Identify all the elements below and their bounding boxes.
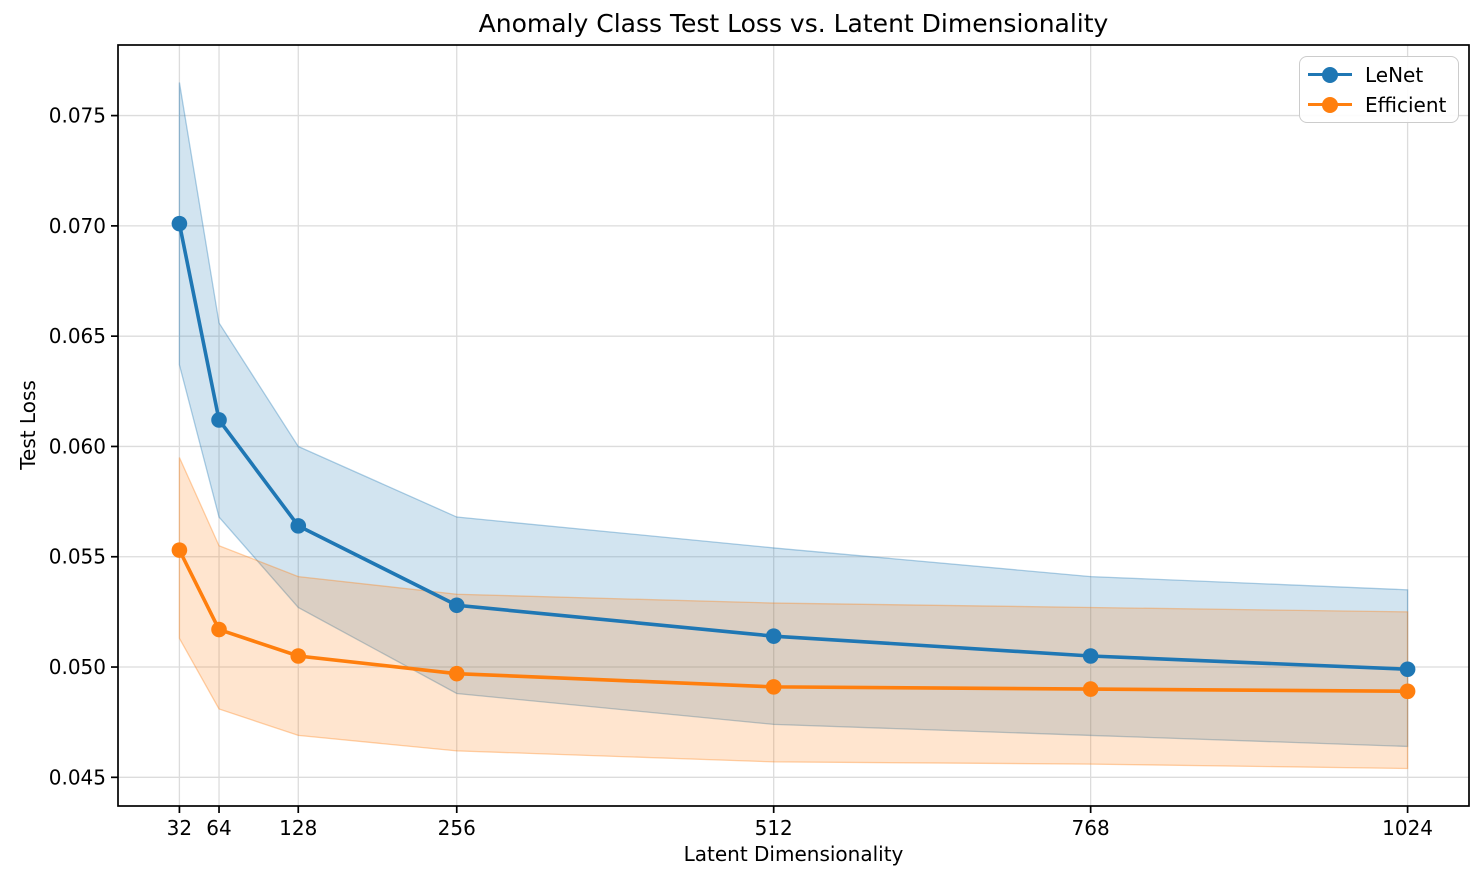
lenet-confidence-band — [178, 82, 1409, 748]
efficient-marker-icon — [1322, 96, 1338, 113]
efficient-point-512 — [765, 679, 782, 695]
lenet-point-1024 — [1399, 661, 1416, 678]
x-tick-label: 1024 — [1382, 816, 1433, 840]
legend: LeNet Efficient — [1299, 56, 1459, 123]
efficient-point-1024 — [1399, 683, 1416, 700]
lenet-point-768 — [1082, 648, 1099, 664]
y-tick-label: 0.055 — [49, 545, 106, 569]
legend-item-efficient: Efficient — [1308, 93, 1448, 117]
y-tick-label: 0.075 — [49, 104, 106, 128]
efficient-point-64 — [211, 621, 227, 638]
lenet-point-512 — [765, 628, 782, 644]
lenet-point-256 — [448, 597, 465, 614]
efficient-point-128 — [290, 648, 307, 664]
legend-label-lenet: LeNet — [1365, 62, 1424, 87]
plot-border — [117, 44, 1470, 807]
legend-item-lenet: LeNet — [1308, 63, 1448, 87]
x-tick-label: 64 — [206, 816, 231, 840]
lenet-point-128 — [290, 518, 307, 534]
legend-sample-lenet — [1308, 63, 1352, 87]
lenet-point-32 — [171, 215, 188, 232]
x-axis-label: Latent Dimensionality — [683, 842, 904, 866]
legend-label-efficient: Efficient — [1365, 92, 1447, 117]
x-tick-label: 512 — [755, 816, 793, 840]
y-tick-label: 0.060 — [49, 434, 106, 458]
y-tick-label: 0.050 — [49, 655, 106, 679]
x-tick-label: 768 — [1072, 816, 1110, 840]
efficient-point-768 — [1082, 681, 1099, 697]
y-tick-label: 0.070 — [49, 214, 106, 238]
x-tick-label: 32 — [167, 816, 192, 840]
lenet-point-64 — [211, 412, 227, 428]
x-tick-label: 128 — [279, 816, 317, 840]
lenet-marker-icon — [1322, 66, 1338, 83]
x-tick-label: 256 — [438, 816, 476, 840]
legend-sample-efficient — [1308, 93, 1352, 117]
efficient-point-32 — [171, 542, 188, 558]
y-tick-label: 0.045 — [49, 765, 106, 789]
y-tick-label: 0.065 — [49, 324, 106, 348]
chart-title: Anomaly Class Test Loss vs. Latent Dimen… — [478, 9, 1109, 38]
efficient-point-256 — [448, 665, 465, 682]
y-axis-label: Test Loss — [16, 380, 40, 470]
